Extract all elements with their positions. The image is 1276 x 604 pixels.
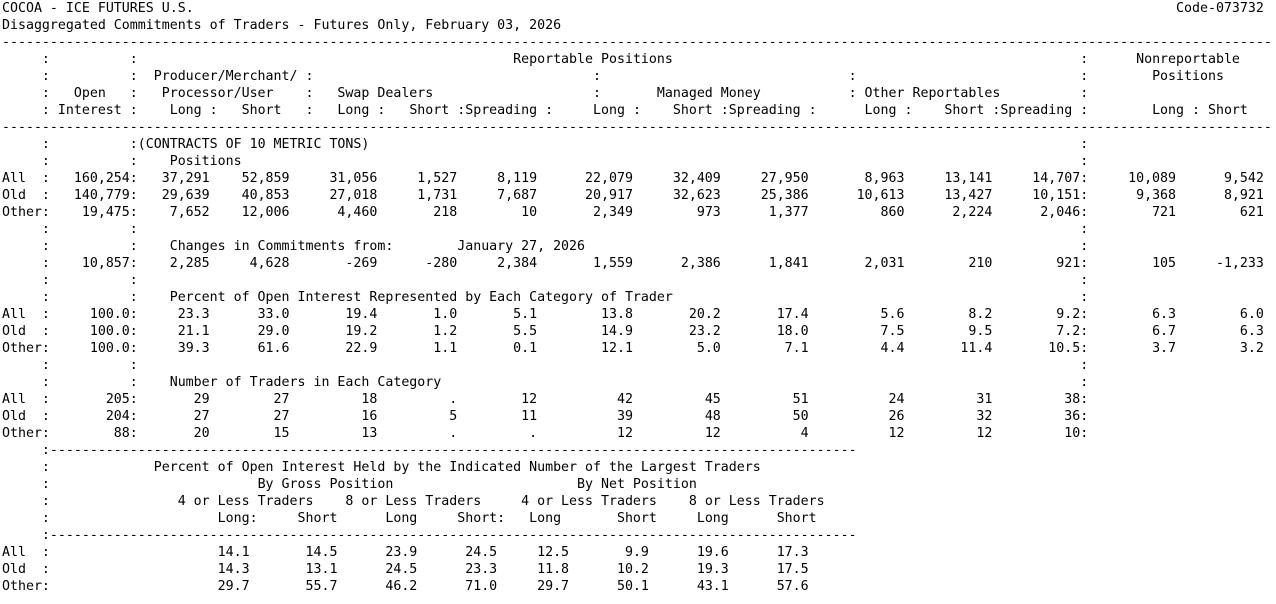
report-line-28: : Percent of Open Interest Held by the In… (41, 460, 761, 475)
report-line-22: ::: (41, 358, 1089, 373)
report-line-16: :10,857:2,285 4,628 -269 -280 2,384 1,559 2,38… (41, 256, 1264, 271)
report-line-20: Old :100.0:21.1 29.0 19.2 1.2 5.5 14.9 23.2 18.… (2, 324, 1264, 339)
report-line-30: :4 or Less Traders 8 or Less Traders 4 or … (41, 494, 825, 509)
report-line-15: :: Changes in Commitments from: January 27… (41, 239, 1089, 254)
report-line-29: : By Gross Position By Net Position (41, 477, 697, 492)
report-line-7: : Interest: Long: Short: Long: Short: Spreadin… (41, 103, 1248, 118)
report-line-32: : ---------------------------------------… (41, 528, 857, 543)
report-line-17: ::: (41, 273, 1089, 288)
report-line-34: Old :14.3 13.1 24.5 23.3 11.8 10.2 19.3 17.5 (2, 562, 809, 577)
report-line-2: Disaggregated Commitments of Traders - F… (2, 18, 562, 33)
report-line-9: :: (CONTRACTS OF 10 METRIC TONS): (41, 137, 1089, 152)
report-line-25: Old :204:27 27 16 5 11 39 48 50 26 32 36: (2, 409, 1089, 424)
report-line-35: Other: 29.7 55.7 46.2 71.0 29.7 50.1 43.1 57.6 (2, 579, 809, 594)
report-line-13: Other: 19,475:7,652 12,006 4,460 218 10 2,349 9… (2, 205, 1264, 220)
report-line-4: :: Reportable Positions: Nonreportable (41, 52, 1240, 67)
report-line-33: All :14.1 14.5 23.9 24.5 12.5 9.9 19.6 17.3 (2, 545, 809, 560)
report-line-6: : Open: Processor/User: Swap Dealers: Manage… (41, 86, 1089, 101)
report-line-21: Other: 100.0:39.3 61.6 22.9 1.1 0.1 12.1 5.0 7.1… (2, 341, 1264, 356)
report-line-5: :: Producer/Merchant/:::: Positions (41, 69, 1224, 84)
report-line-19: All :100.0:23.3 33.0 19.4 1.0 5.1 13.8 20.2 17.… (2, 307, 1264, 322)
report-line-27: : ---------------------------------------… (41, 443, 857, 458)
report-line-10: :: Positions: (41, 154, 1089, 169)
report-line-11: All :160,254:37,291 52,859 31,056 1,527 8,11… (2, 171, 1264, 186)
report-line-12: Old :140,779:29,639 40,853 27,018 1,731 7,68… (2, 188, 1264, 203)
report-line-18: :: Percent of Open Interest Represented b… (41, 290, 1089, 305)
report-line-26: Other: 88:20 15 13.. 12 12 4 12 12 10: (2, 426, 1089, 441)
report-line-3: ----------------------------------------… (2, 35, 1272, 50)
report-line-24: All :205:29 27 18. 12 42 45 51 24 31 38: (2, 392, 1089, 407)
report-line-23: :: Number of Traders in Each Category: (41, 375, 1089, 390)
report-line-14: ::: (41, 222, 1089, 237)
report-line-31: : Long: Short Long Short: Long Short Long Short (41, 511, 817, 526)
report-line-8: ----------------------------------------… (2, 120, 1272, 135)
report-line-1: COCOA - ICE FUTURES U.S. Code-073732 (2, 1, 1264, 16)
